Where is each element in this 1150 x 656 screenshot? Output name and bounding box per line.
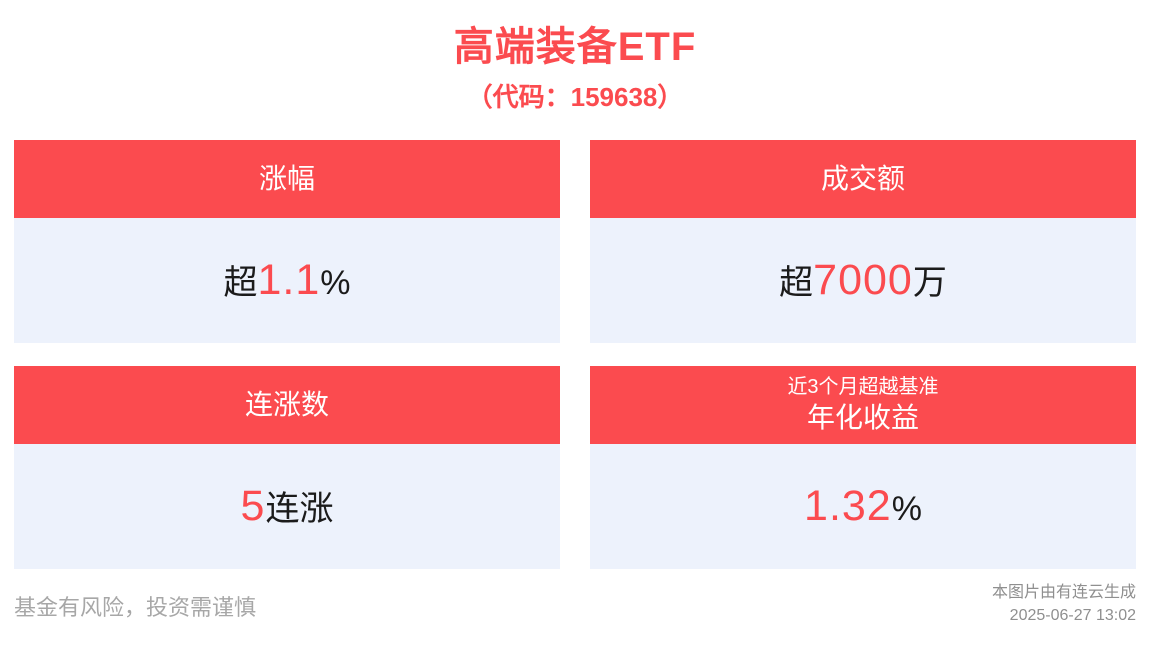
card-turnover-body: 超 7000 万: [590, 217, 1136, 343]
card-annualized-return-body: 1.32%: [590, 443, 1136, 569]
card-streak-header: 连涨数: [14, 365, 560, 444]
card-annualized-return-header-label: 年化收益: [806, 401, 919, 433]
card-gain-header: 涨幅: [14, 139, 560, 218]
value-number: 1.32: [804, 481, 892, 530]
value-suffix: 连涨: [265, 490, 334, 529]
card-streak-body: 5 连涨: [14, 443, 560, 569]
card-annualized-return-header-small: 近3个月超越基准: [787, 375, 939, 398]
footer: 基金有风险，投资需谨慎 本图片由有连云生成 2025-06-27 13:02: [14, 581, 1136, 627]
card-annualized-return-header: 近3个月超越基准 年化收益: [590, 365, 1136, 444]
card-gain-header-label: 涨幅: [258, 162, 315, 194]
card-annualized-return-value: 1.32%: [804, 482, 922, 531]
card-streak: 连涨数 5 连涨: [14, 365, 560, 569]
card-gain-value: 超 1.1%: [223, 255, 350, 305]
card-streak-value: 5 连涨: [241, 481, 334, 531]
value-number: 1.1: [257, 256, 321, 305]
image-credit: 本图片由有连云生成 2025-06-27 13:02: [992, 581, 1136, 627]
card-turnover-header: 成交额: [590, 139, 1136, 218]
credit-timestamp: 2025-06-27 13:02: [1009, 607, 1136, 625]
credit-source: 本图片由有连云生成: [991, 583, 1136, 601]
card-gain: 涨幅 超 1.1%: [14, 139, 560, 343]
value-prefix: 超: [223, 264, 258, 303]
value-number: 5: [240, 482, 266, 531]
card-gain-body: 超 1.1%: [14, 217, 560, 343]
page-title: 高端装备ETF: [453, 25, 697, 69]
card-turnover-header-label: 成交额: [820, 162, 905, 194]
value-suffix: %: [320, 264, 351, 303]
page: 高端装备ETF （代码：159638） 涨幅 超 1.1% 成交额 超 7000 万: [0, 24, 1150, 656]
risk-disclaimer: 基金有风险，投资需谨慎: [14, 594, 257, 620]
value-prefix: 超: [779, 264, 814, 303]
value-number: 7000: [813, 256, 913, 305]
value-suffix: %: [891, 489, 922, 528]
stats-grid: 涨幅 超 1.1% 成交额 超 7000 万 连涨数: [14, 139, 1136, 569]
card-annualized-return: 近3个月超越基准 年化收益 1.32%: [590, 365, 1136, 569]
card-streak-header-label: 连涨数: [244, 388, 329, 420]
page-subtitle: （代码：159638）: [466, 82, 684, 112]
value-suffix: 万: [912, 264, 947, 303]
card-turnover-value: 超 7000 万: [779, 255, 947, 305]
card-turnover: 成交额 超 7000 万: [590, 139, 1136, 343]
